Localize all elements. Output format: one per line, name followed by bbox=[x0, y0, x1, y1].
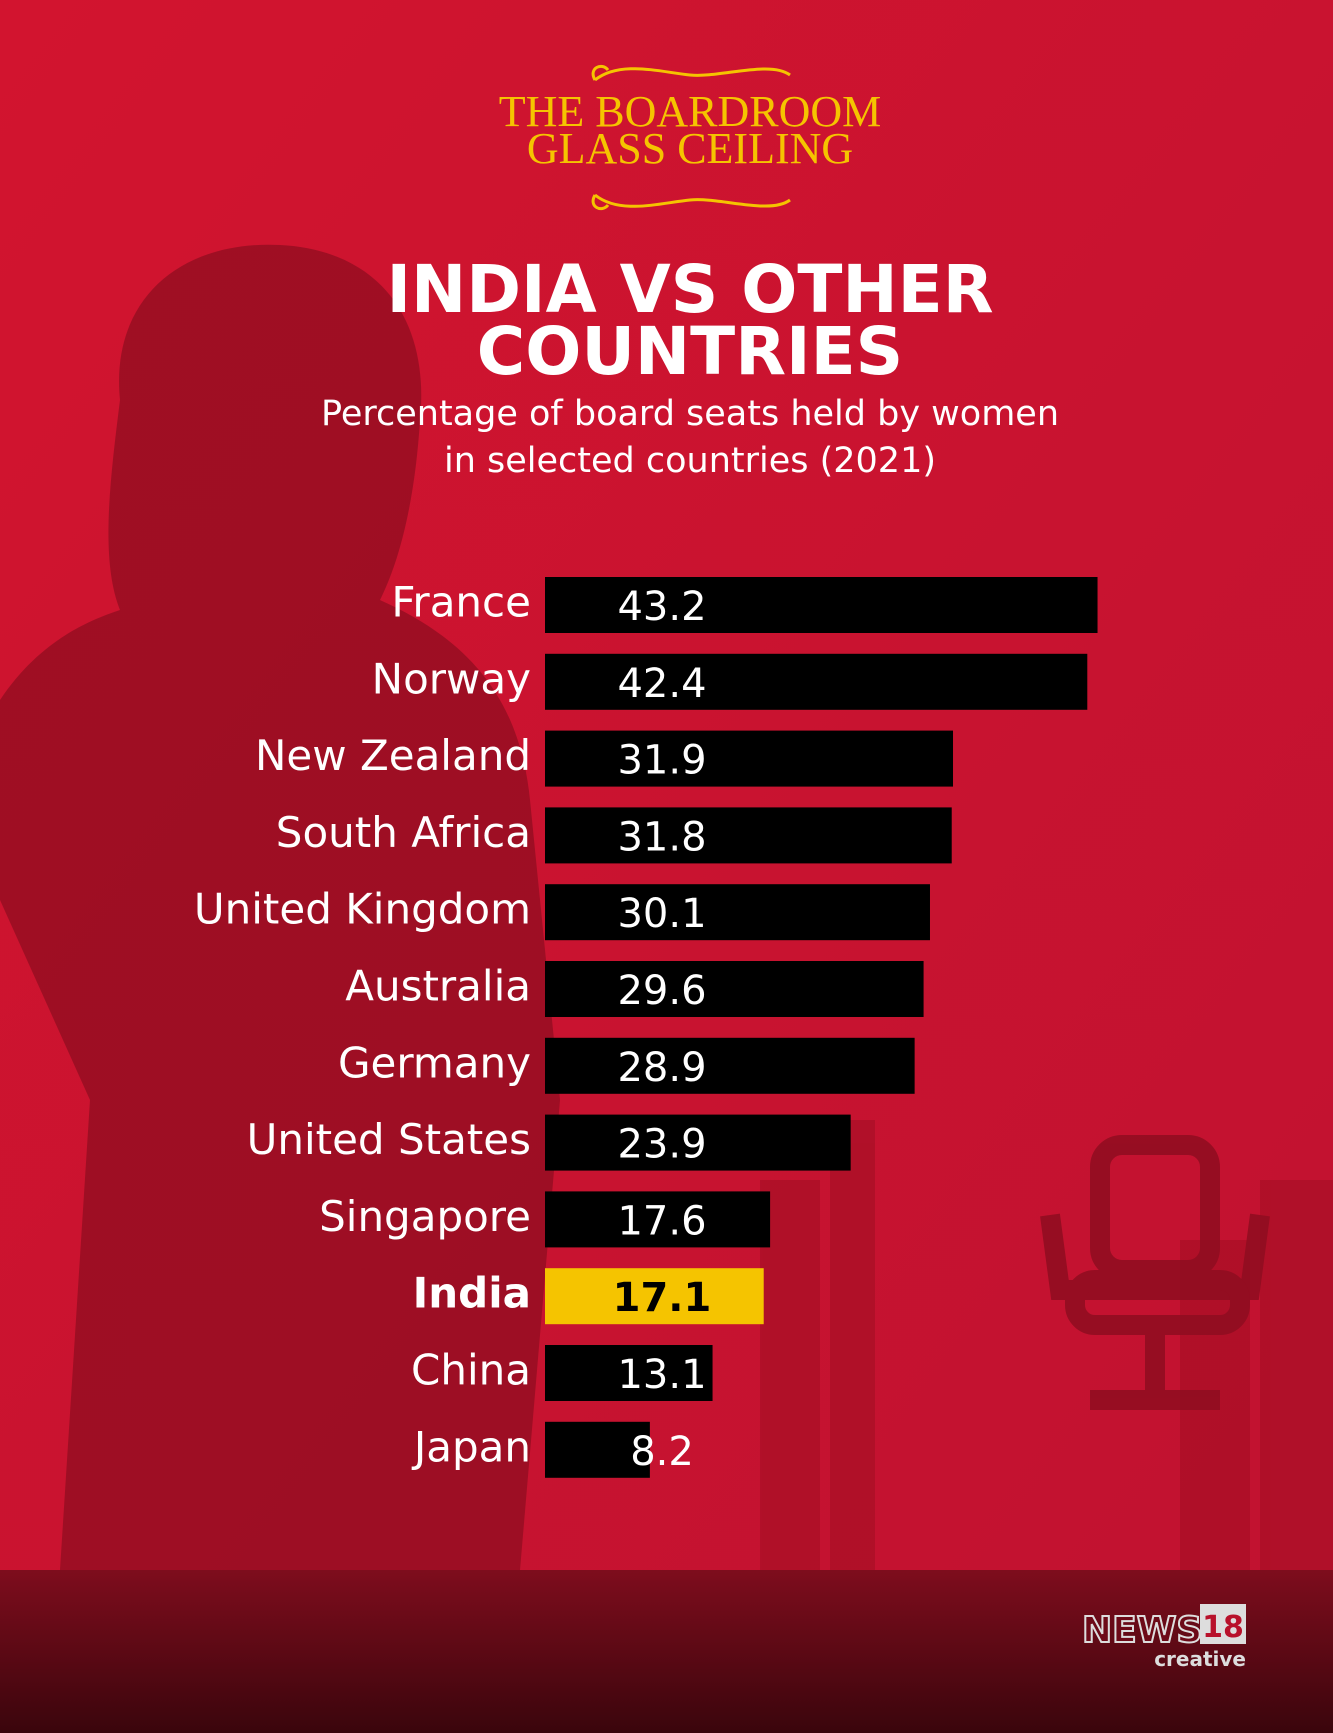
logo-box bbox=[1200, 1604, 1246, 1644]
category-label: France bbox=[391, 578, 531, 627]
bar bbox=[545, 884, 930, 941]
value-label: 31.9 bbox=[617, 738, 706, 784]
chart-title: COUNTRIES bbox=[477, 313, 903, 390]
value-label: 23.9 bbox=[617, 1122, 706, 1168]
value-label: 28.9 bbox=[617, 1045, 706, 1091]
silhouette bbox=[0, 244, 560, 1571]
supertitle: GLASS CEILING bbox=[527, 124, 853, 173]
value-label: 17.6 bbox=[617, 1198, 706, 1244]
ornament bbox=[591, 64, 791, 211]
supertitle: THE BOARDROOM bbox=[499, 87, 882, 136]
bar bbox=[545, 1421, 650, 1478]
bar bbox=[545, 1114, 851, 1171]
bar bbox=[545, 807, 952, 864]
bar bbox=[545, 1268, 764, 1325]
chair-icon bbox=[1040, 1135, 1270, 1410]
category-label: New Zealand bbox=[255, 731, 531, 780]
value-label: 29.6 bbox=[617, 968, 706, 1014]
value-label: 8.2 bbox=[630, 1429, 694, 1475]
value-label: 31.8 bbox=[617, 814, 706, 860]
bar bbox=[545, 1191, 771, 1248]
chart-title: INDIA VS OTHER bbox=[386, 251, 993, 328]
logo: NEWS 18 creative bbox=[1081, 1604, 1246, 1671]
value-label: 13.1 bbox=[617, 1352, 706, 1398]
category-label: United Kingdom bbox=[194, 885, 531, 934]
bar bbox=[545, 1345, 713, 1401]
category-label: United States bbox=[247, 1115, 531, 1164]
bar bbox=[545, 1037, 915, 1094]
bar bbox=[545, 577, 1098, 633]
category-label: China bbox=[411, 1346, 531, 1395]
logo-number: 18 bbox=[1202, 1610, 1244, 1645]
bar bbox=[545, 961, 924, 1017]
floor bbox=[0, 1570, 1333, 1733]
category-label: India bbox=[413, 1269, 531, 1318]
category-label: South Africa bbox=[276, 808, 531, 857]
value-label: 42.4 bbox=[617, 661, 706, 707]
category-label: Singapore bbox=[319, 1192, 531, 1241]
logo-name: NEWS bbox=[1082, 1610, 1202, 1651]
value-label: 30.1 bbox=[617, 891, 706, 937]
subtitle: in selected countries (2021) bbox=[444, 441, 936, 481]
value-label: 43.2 bbox=[617, 584, 706, 630]
value-label: 17.1 bbox=[613, 1275, 712, 1321]
logo-tag: creative bbox=[1154, 1647, 1246, 1671]
bar bbox=[545, 730, 954, 787]
subtitle: Percentage of board seats held by women bbox=[321, 394, 1059, 434]
category-label: Norway bbox=[372, 654, 531, 703]
category-label: Germany bbox=[338, 1038, 531, 1087]
bar bbox=[545, 653, 1088, 710]
category-label: Japan bbox=[411, 1422, 531, 1471]
category-label: Australia bbox=[345, 962, 531, 1011]
